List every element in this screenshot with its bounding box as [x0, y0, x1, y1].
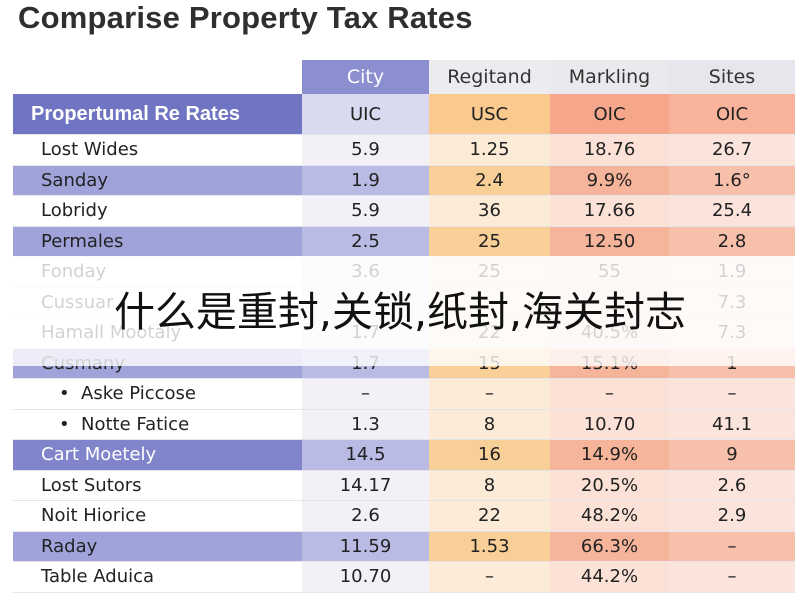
table-cell: 11.59: [302, 531, 429, 562]
sub-header-cell: OIC: [550, 94, 669, 135]
row-label: • Notte Fatice: [13, 409, 302, 440]
column-header: Markling: [550, 60, 669, 94]
sub-header-cell: OIC: [669, 94, 795, 135]
table-row: Permales 2.5 25 12.50 2.8: [13, 226, 795, 257]
row-label: Permales: [13, 226, 302, 257]
row-label: Lost Sutors: [13, 470, 302, 501]
bullet-icon: •: [59, 413, 70, 435]
table-row: • Notte Fatice 1.3 8 10.70 41.1: [13, 409, 795, 440]
table-cell: 9: [669, 439, 795, 471]
table-cell: 2.6: [302, 500, 429, 532]
row-label-text: Notte Fatice: [81, 413, 190, 435]
table-cell: 2.6: [669, 470, 795, 501]
table-cell: –: [669, 531, 795, 562]
table-row: Lost Wides 5.9 1.25 18.76 26.7: [13, 134, 795, 166]
caption-overlay-band: [0, 256, 800, 366]
table-cell: 25.4: [669, 195, 795, 227]
table-cell: 22: [429, 500, 550, 532]
table-cell: 17.66: [550, 195, 669, 227]
table-cell: 14.5: [302, 439, 429, 471]
row-label-text: Aske Piccose: [81, 383, 196, 405]
table-cell: 2.4: [429, 165, 550, 196]
header-corner: [13, 60, 302, 94]
table-cell: 10.70: [550, 409, 669, 440]
table-cell: 1.25: [429, 134, 550, 166]
column-header: City: [302, 60, 429, 94]
table-row: Lost Sutors 14.17 8 20.5% 2.6: [13, 470, 795, 501]
table-cell: –: [302, 378, 429, 410]
overlay-caption: 什么是重封,关锁,纸封,海关封志: [113, 288, 687, 336]
column-header: Regitand: [429, 60, 550, 94]
table-cell: 5.9: [302, 195, 429, 227]
table-cell: 16: [429, 439, 550, 471]
table-cell: 1.9: [302, 165, 429, 196]
table-cell: 1.53: [429, 531, 550, 562]
table-cell: 5.9: [302, 134, 429, 166]
row-label: Lost Wides: [13, 134, 302, 166]
table-cell: 2.8: [669, 226, 795, 257]
sub-header-row: Propertumal Re Rates UIC USC OIC OIC: [13, 94, 795, 135]
column-header-row: City Regitand Markling Sites: [13, 60, 795, 94]
table-cell: 8: [429, 470, 550, 501]
row-label: Sanday: [13, 165, 302, 196]
table-cell: 9.9%: [550, 165, 669, 196]
table-cell: 12.50: [550, 226, 669, 257]
row-label: Lobridy: [13, 195, 302, 227]
table-row: Raday 11.59 1.53 66.3% –: [13, 531, 795, 562]
table-cell: 10.70: [302, 561, 429, 593]
table-cell: 36: [429, 195, 550, 227]
table-row: Sanday 1.9 2.4 9.9% 1.6°: [13, 165, 795, 196]
table-cell: 66.3%: [550, 531, 669, 562]
table-cell: 18.76: [550, 134, 669, 166]
table-row: Noit Hiorice 2.6 22 48.2% 2.9: [13, 500, 795, 532]
table-row: Table Aduica 10.70–44.2% –: [13, 561, 795, 593]
table-cell: 14.17: [302, 470, 429, 501]
table-cell: –: [429, 561, 550, 593]
table-cell: 20.5%: [550, 470, 669, 501]
column-header: Sites: [669, 60, 795, 94]
row-label: Raday: [13, 531, 302, 562]
table-cell: 41.1: [669, 409, 795, 440]
bullet-icon: •: [59, 383, 70, 405]
table-cell: –: [669, 561, 795, 593]
chart-title: Comparise Property Tax Rates: [18, 0, 473, 35]
table-cell: 25: [429, 226, 550, 257]
table-cell: 8: [429, 409, 550, 440]
sub-header-cell: UIC: [302, 94, 429, 135]
table-row: • Aske Piccose – – – –: [13, 378, 795, 410]
table-cell: 26.7: [669, 134, 795, 166]
sub-header-label: Propertumal Re Rates: [13, 94, 302, 135]
table-row: Lobridy 5.9 36 17.66 25.4: [13, 195, 795, 227]
table-cell: 1.3: [302, 409, 429, 440]
table-cell: 48.2%: [550, 500, 669, 532]
table-cell: –: [429, 378, 550, 410]
table-row: Cart Moetely 14.5 16 14.9% 9: [13, 439, 795, 471]
table-cell: –: [669, 378, 795, 410]
row-label: • Aske Piccose: [13, 378, 302, 410]
table-cell: 1.6°: [669, 165, 795, 196]
table-cell: 2.9: [669, 500, 795, 532]
table-cell: 14.9%: [550, 439, 669, 471]
table-cell: 2.5: [302, 226, 429, 257]
table-cell: 44.2%: [550, 561, 669, 593]
table-cell: –: [550, 378, 669, 410]
row-label: Cart Moetely: [13, 439, 302, 471]
sub-header-cell: USC: [429, 94, 550, 135]
row-label: Table Aduica: [13, 561, 302, 593]
row-label: Noit Hiorice: [13, 500, 302, 532]
